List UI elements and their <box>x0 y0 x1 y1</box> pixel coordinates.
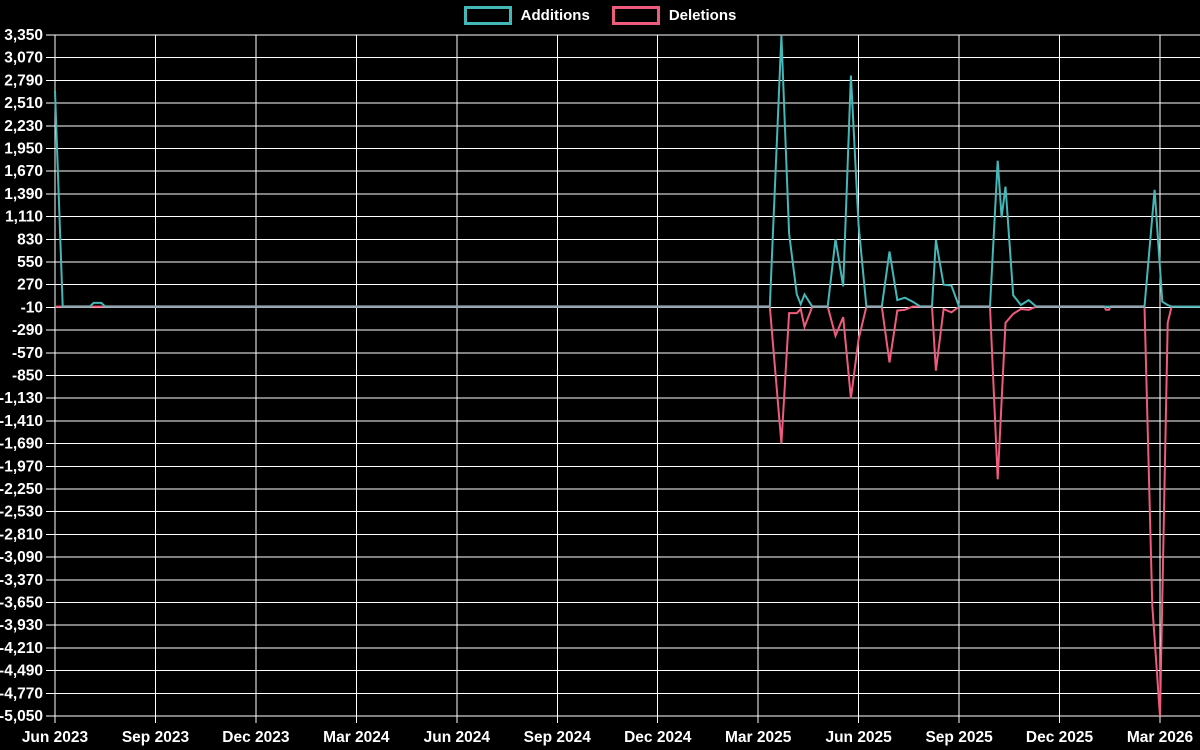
legend: Additions Deletions <box>0 6 1200 25</box>
y-tick-label: -2,250 <box>0 481 43 498</box>
y-tick-label: 830 <box>17 231 43 248</box>
additions-swatch-icon <box>463 6 512 25</box>
y-tick-label: -3,090 <box>0 549 43 566</box>
y-tick-label: -570 <box>12 345 43 362</box>
y-tick-label: -2,530 <box>0 504 43 521</box>
legend-label-deletions: Deletions <box>668 7 737 24</box>
y-tick-label: -10 <box>21 299 43 316</box>
y-tick-label: -1,130 <box>0 390 43 407</box>
y-tick-label: -1,410 <box>0 413 43 430</box>
y-tick-label: -4,490 <box>0 663 43 680</box>
legend-item-deletions[interactable]: Deletions <box>611 6 737 25</box>
y-tick-label: -1,970 <box>0 458 43 475</box>
y-tick-label: -3,370 <box>0 572 43 589</box>
x-tick-label: Sep 2024 <box>524 729 592 746</box>
y-tick-label: 550 <box>17 254 43 271</box>
x-tick-label: Jun 2024 <box>424 729 491 746</box>
y-tick-label: 2,510 <box>4 95 43 112</box>
x-tick-label: Dec 2025 <box>1026 729 1094 746</box>
additions-line <box>54 35 1200 308</box>
x-tick-label: Mar 2024 <box>323 729 390 746</box>
y-tick-label: -1,690 <box>0 436 43 453</box>
x-tick-label: Mar 2025 <box>725 729 792 746</box>
x-tick-label: Sep 2025 <box>925 729 993 746</box>
y-tick-label: -5,050 <box>0 708 43 725</box>
y-tick-label: 2,790 <box>4 72 43 89</box>
y-tick-label: 3,350 <box>4 27 43 44</box>
y-tick-label: 1,950 <box>4 141 43 158</box>
legend-label-additions: Additions <box>520 7 590 24</box>
y-tick-label: -3,930 <box>0 617 43 634</box>
y-tick-label: -2,810 <box>0 526 43 543</box>
y-tick-label: 1,670 <box>4 163 43 180</box>
x-tick-label: Mar 2026 <box>1127 729 1194 746</box>
x-tick-label: Jun 2023 <box>22 729 89 746</box>
y-tick-label: 1,110 <box>5 209 43 226</box>
y-tick-label: -290 <box>12 322 43 339</box>
x-tick-label: Jun 2025 <box>825 729 892 746</box>
y-tick-label: -4,770 <box>0 685 43 702</box>
deletions-swatch-icon <box>611 6 660 25</box>
y-tick-label: 3,070 <box>4 50 43 67</box>
x-tick-label: Dec 2024 <box>624 729 692 746</box>
y-tick-label: 2,230 <box>4 118 43 135</box>
y-tick-label: 270 <box>17 277 43 294</box>
legend-item-additions[interactable]: Additions <box>463 6 590 25</box>
y-tick-label: -4,210 <box>0 640 43 657</box>
deletions-line <box>55 305 1200 717</box>
x-tick-label: Dec 2023 <box>222 729 290 746</box>
y-tick-label: -3,650 <box>0 595 43 612</box>
x-tick-label: Sep 2023 <box>122 729 190 746</box>
y-tick-label: -850 <box>12 368 43 385</box>
y-tick-label: 1,390 <box>4 186 43 203</box>
